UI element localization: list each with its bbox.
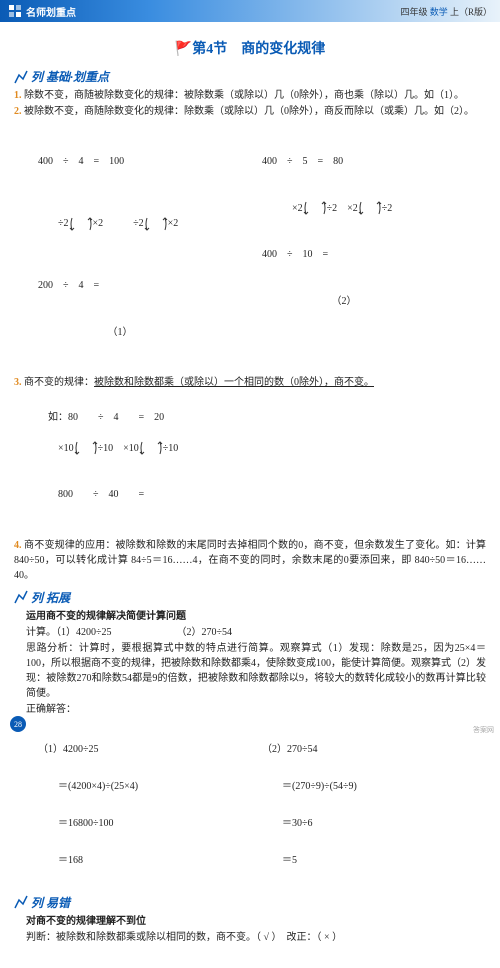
heading-ext: 列 拓展 bbox=[14, 589, 486, 606]
rule-1: 1. 除数不变，商随被除数变化的规律：被除数乘（或除以）几（0除外），商也乘（除… bbox=[14, 88, 486, 103]
err-title: 对商不变的规律理解不到位 bbox=[14, 914, 486, 929]
page-content: 🚩第4节 商的变化规律 列 基础·划重点 1. 除数不变，商随被除数变化的规律：… bbox=[0, 22, 500, 968]
equations-1-2: 400 ÷ 4 = 100 ÷2×2 ÷2×2 200 ÷ 4 = （1） 40… bbox=[38, 123, 486, 371]
equation-1: 400 ÷ 4 = 100 ÷2×2 ÷2×2 200 ÷ 4 = （1） bbox=[38, 123, 262, 371]
rule-4: 4. 商不变规律的应用：被除数和除数的末尾同时去掉相同个数的0，商不变，但余数发… bbox=[14, 538, 486, 583]
ext-analysis: 思路分析：计算时，要根据算式中数的特点进行简算。观察算式（1）发现：除数是25，… bbox=[14, 641, 486, 701]
equation-2: 400 ÷ 5 = 80 ×2÷2 ×2÷2 400 ÷ 10 = （2） bbox=[262, 123, 486, 371]
banner-left: 名师划重点 bbox=[8, 4, 76, 19]
equation-3: 如：80 ÷ 4 = 20 ×10÷10 ×10÷10 800 ÷ 40 = bbox=[38, 394, 486, 534]
page-number: 28 bbox=[10, 716, 26, 732]
watermark: 答案网 bbox=[473, 725, 494, 735]
rule-2: 2. 被除数不变，商随除数变化的规律：除数乘（或除以）几（0除外），商反而除以（… bbox=[14, 104, 486, 119]
section-title: 🚩第4节 商的变化规律 bbox=[14, 38, 486, 58]
banner-left-text: 名师划重点 bbox=[26, 4, 76, 19]
ext-solutions: （1）4200÷25 ＝(4200×4)÷(25×4) ＝16800÷100 ＝… bbox=[14, 718, 486, 888]
ext-title: 运用商不变的规律解决简便计算问题 bbox=[14, 609, 486, 624]
banner-right: 四年级 数学 上（R版） bbox=[400, 5, 492, 18]
heading-basics: 列 基础·划重点 bbox=[14, 68, 486, 85]
sol-1: （1）4200÷25 ＝(4200×4)÷(25×4) ＝16800÷100 ＝… bbox=[38, 718, 262, 888]
sol-2: （2）270÷54 ＝(270÷9)÷(54÷9) ＝30÷6 ＝5 bbox=[262, 718, 486, 888]
flag-icon: 🚩 bbox=[175, 42, 192, 57]
heading-err: 列 易错 bbox=[14, 894, 486, 911]
top-banner: 名师划重点 四年级 数学 上（R版） bbox=[0, 0, 500, 22]
ext-problem: 计算。（1）4200÷25 （2）270÷54 bbox=[14, 625, 486, 640]
err-content: 判断：被除数和除数都乘或除以相同的数，商不变。（ √ ） 改正：（ × ） bbox=[14, 930, 486, 945]
ext-answer-label: 正确解答： bbox=[14, 702, 486, 717]
rule-3: 3. 商不变的规律：被除数和除数都乘（或除以）一个相同的数（0除外），商不变。 bbox=[14, 375, 486, 390]
